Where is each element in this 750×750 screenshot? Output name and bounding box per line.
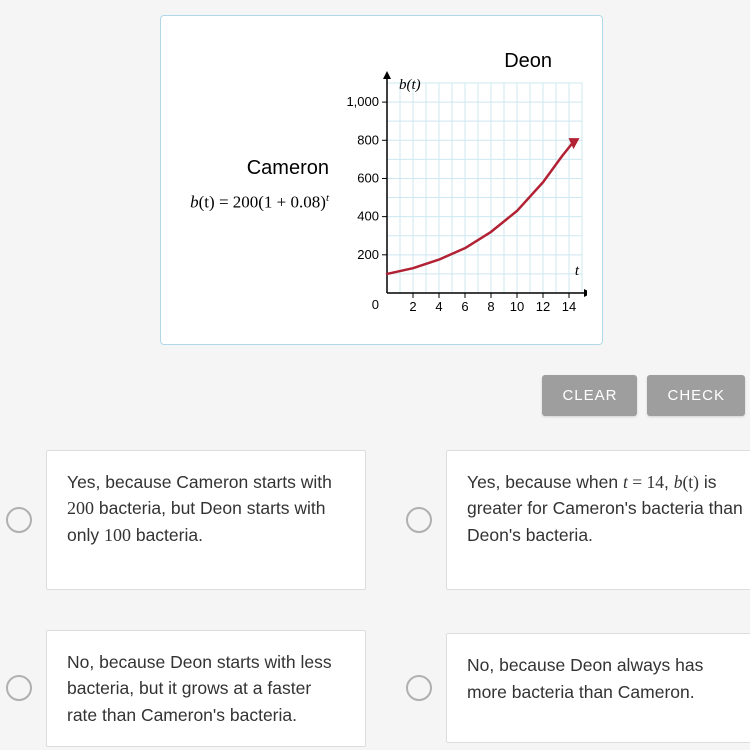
option-d: No, because Deon always has more bacteri… [400,630,750,747]
svg-text:8: 8 [487,299,494,314]
option-c: No, because Deon starts with less bacter… [0,630,385,747]
svg-text:0: 0 [372,297,379,312]
option-c-text[interactable]: No, because Deon starts with less bacter… [46,630,366,747]
radio-d[interactable] [406,675,432,701]
option-a-text[interactable]: Yes, because Cameron starts with 200 bac… [46,450,366,590]
deon-label: Deon [504,50,552,73]
button-bar: CLEAR CHECK [542,375,750,416]
option-a: Yes, because Cameron starts with 200 bac… [0,450,385,590]
deon-section: Deon b(t) t 24681012142004006008001,0000 [339,55,587,315]
svg-text:400: 400 [357,209,379,224]
svg-text:1,000: 1,000 [346,94,379,109]
svg-text:6: 6 [461,299,468,314]
check-button[interactable]: CHECK [647,375,745,416]
svg-text:200: 200 [357,247,379,262]
cameron-formula: b(t) = 200(1 + 0.08)t [176,192,329,213]
svg-text:14: 14 [562,299,576,314]
svg-text:4: 4 [435,299,442,314]
figure-box: Cameron b(t) = 200(1 + 0.08)t Deon b(t) … [160,15,603,345]
svg-text:600: 600 [357,170,379,185]
option-b: Yes, because when t = 14, b(t) is greate… [400,450,750,590]
radio-c[interactable] [6,675,32,701]
figure-inner: Cameron b(t) = 200(1 + 0.08)t Deon b(t) … [176,36,587,334]
svg-text:800: 800 [357,132,379,147]
options-grid: Yes, because Cameron starts with 200 bac… [0,450,750,747]
radio-a[interactable] [6,507,32,533]
option-d-text[interactable]: No, because Deon always has more bacteri… [446,633,750,743]
cameron-section: Cameron b(t) = 200(1 + 0.08)t [176,157,339,213]
x-axis-label: t [575,263,579,280]
radio-b[interactable] [406,507,432,533]
y-axis-label: b(t) [399,77,421,94]
clear-button[interactable]: CLEAR [542,375,637,416]
svg-text:2: 2 [409,299,416,314]
deon-chart: 2 4 6 8 10 12 14 200 400 600 800 1,000 0 [339,55,587,315]
svg-text:12: 12 [536,299,550,314]
svg-text:10: 10 [510,299,524,314]
option-b-text[interactable]: Yes, because when t = 14, b(t) is greate… [446,450,750,590]
cameron-label: Cameron [176,157,329,180]
